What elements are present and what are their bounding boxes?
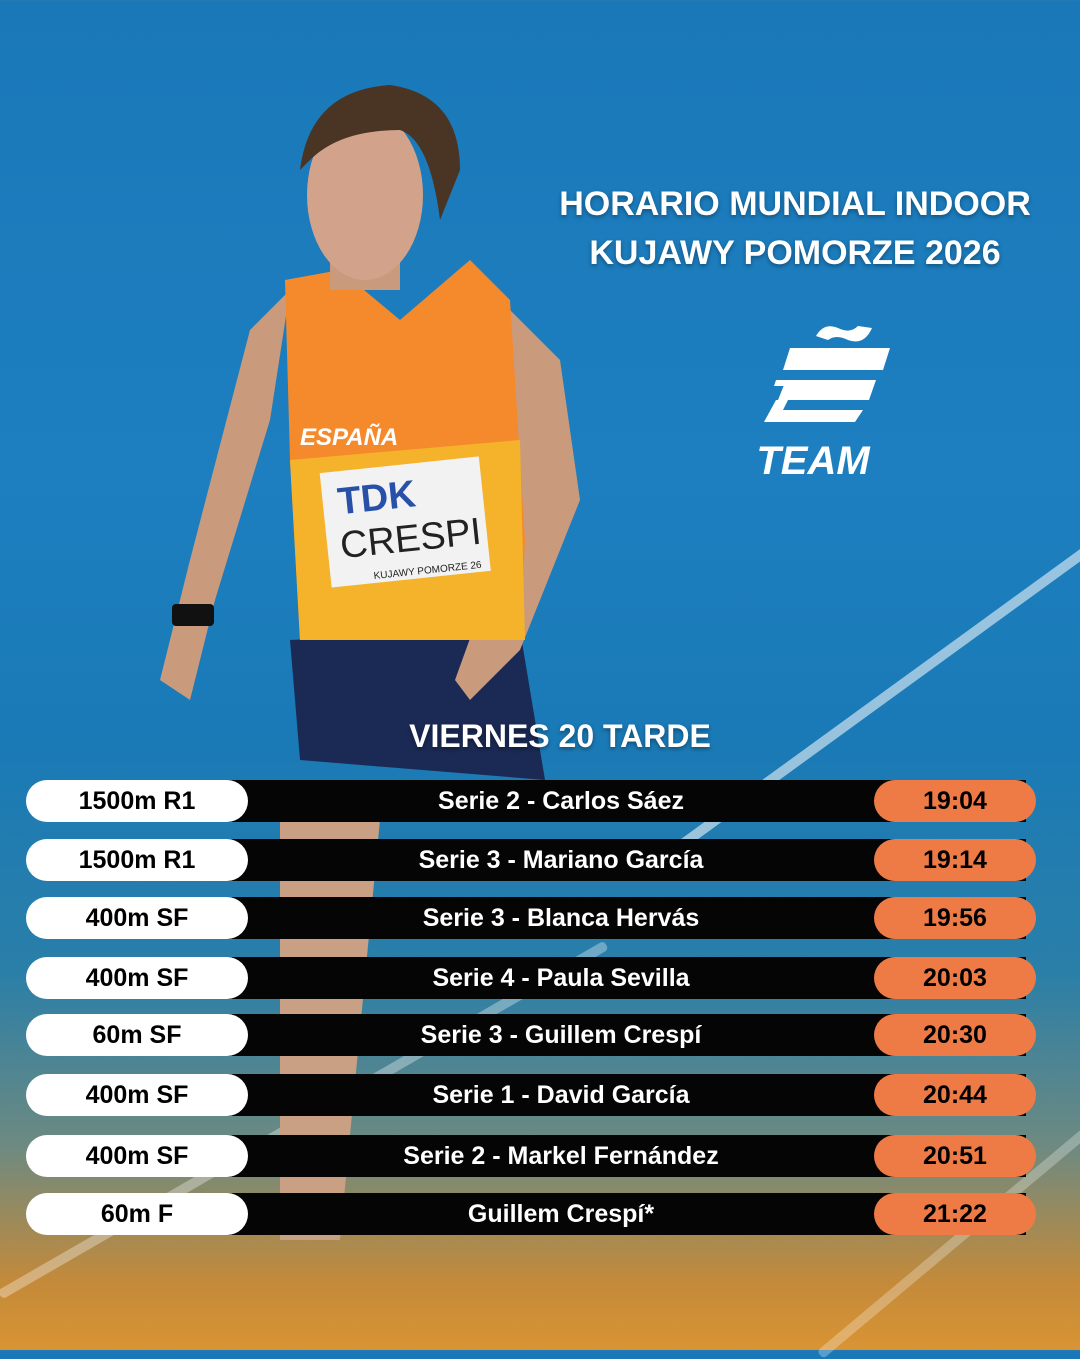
- athlete-name: Serie 1 - David García: [432, 1081, 690, 1109]
- event-pill: 400m SF: [26, 897, 248, 939]
- event-pill: 1500m R1: [26, 780, 248, 822]
- time-pill: 19:14: [874, 839, 1036, 881]
- time-pill: 21:22: [874, 1193, 1036, 1235]
- logo-text: TEAM: [756, 439, 871, 483]
- time-pill: 20:44: [874, 1074, 1036, 1116]
- bib-sponsor: TDK: [336, 473, 419, 523]
- event-pill: 400m SF: [26, 957, 248, 999]
- schedule-row: 1500m R1 Serie 3 - Mariano García 19:14: [26, 839, 1036, 881]
- time-pill: 19:04: [874, 780, 1036, 822]
- schedule-row: 60m SF Serie 3 - Guillem Crespí 20:30: [26, 1014, 1036, 1056]
- jersey-text: ESPAÑA: [300, 423, 398, 451]
- event-pill: 400m SF: [26, 1074, 248, 1116]
- athlete-name: Serie 2 - Carlos Sáez: [438, 787, 684, 815]
- event-pill: 60m F: [26, 1193, 248, 1235]
- schedule-row: 400m SF Serie 1 - David García 20:44: [26, 1074, 1036, 1116]
- tilde-shape: [816, 326, 872, 342]
- schedule-row: 1500m R1 Serie 2 - Carlos Sáez 19:04: [26, 780, 1036, 822]
- event-pill: 60m SF: [26, 1014, 248, 1056]
- athlete-name: Serie 3 - Guillem Crespí: [420, 1021, 702, 1049]
- schedule-row: 400m SF Serie 2 - Markel Fernández 20:51: [26, 1135, 1036, 1177]
- schedule-row: 400m SF Serie 4 - Paula Sevilla 20:03: [26, 957, 1036, 999]
- athlete-name: Guillem Crespí*: [467, 1200, 655, 1228]
- athlete-name: Serie 3 - Blanca Hervás: [422, 904, 700, 932]
- athlete-name: Serie 2 - Markel Fernández: [403, 1142, 719, 1170]
- time-pill: 19:56: [874, 897, 1036, 939]
- athlete-name: Serie 4 - Paula Sevilla: [432, 964, 690, 992]
- team-logo: TEAM: [756, 326, 890, 483]
- time-pill: 20:30: [874, 1014, 1036, 1056]
- schedule-row: 400m SF Serie 3 - Blanca Hervás 19:56: [26, 897, 1036, 939]
- event-pill: 400m SF: [26, 1135, 248, 1177]
- page-title: HORARIO MUNDIAL INDOOR KUJAWY POMORZE 20…: [540, 180, 1050, 278]
- title-line-1: HORARIO MUNDIAL INDOOR: [559, 185, 1031, 223]
- schedule-row: 60m F Guillem Crespí* 21:22: [26, 1193, 1036, 1235]
- time-pill: 20:03: [874, 957, 1036, 999]
- title-line-2: KUJAWY POMORZE 2026: [589, 234, 1001, 272]
- event-pill: 1500m R1: [26, 839, 248, 881]
- day-heading: VIERNES 20 TARDE: [409, 718, 711, 754]
- athlete-name: Serie 3 - Mariano García: [418, 846, 704, 874]
- time-pill: 20:51: [874, 1135, 1036, 1177]
